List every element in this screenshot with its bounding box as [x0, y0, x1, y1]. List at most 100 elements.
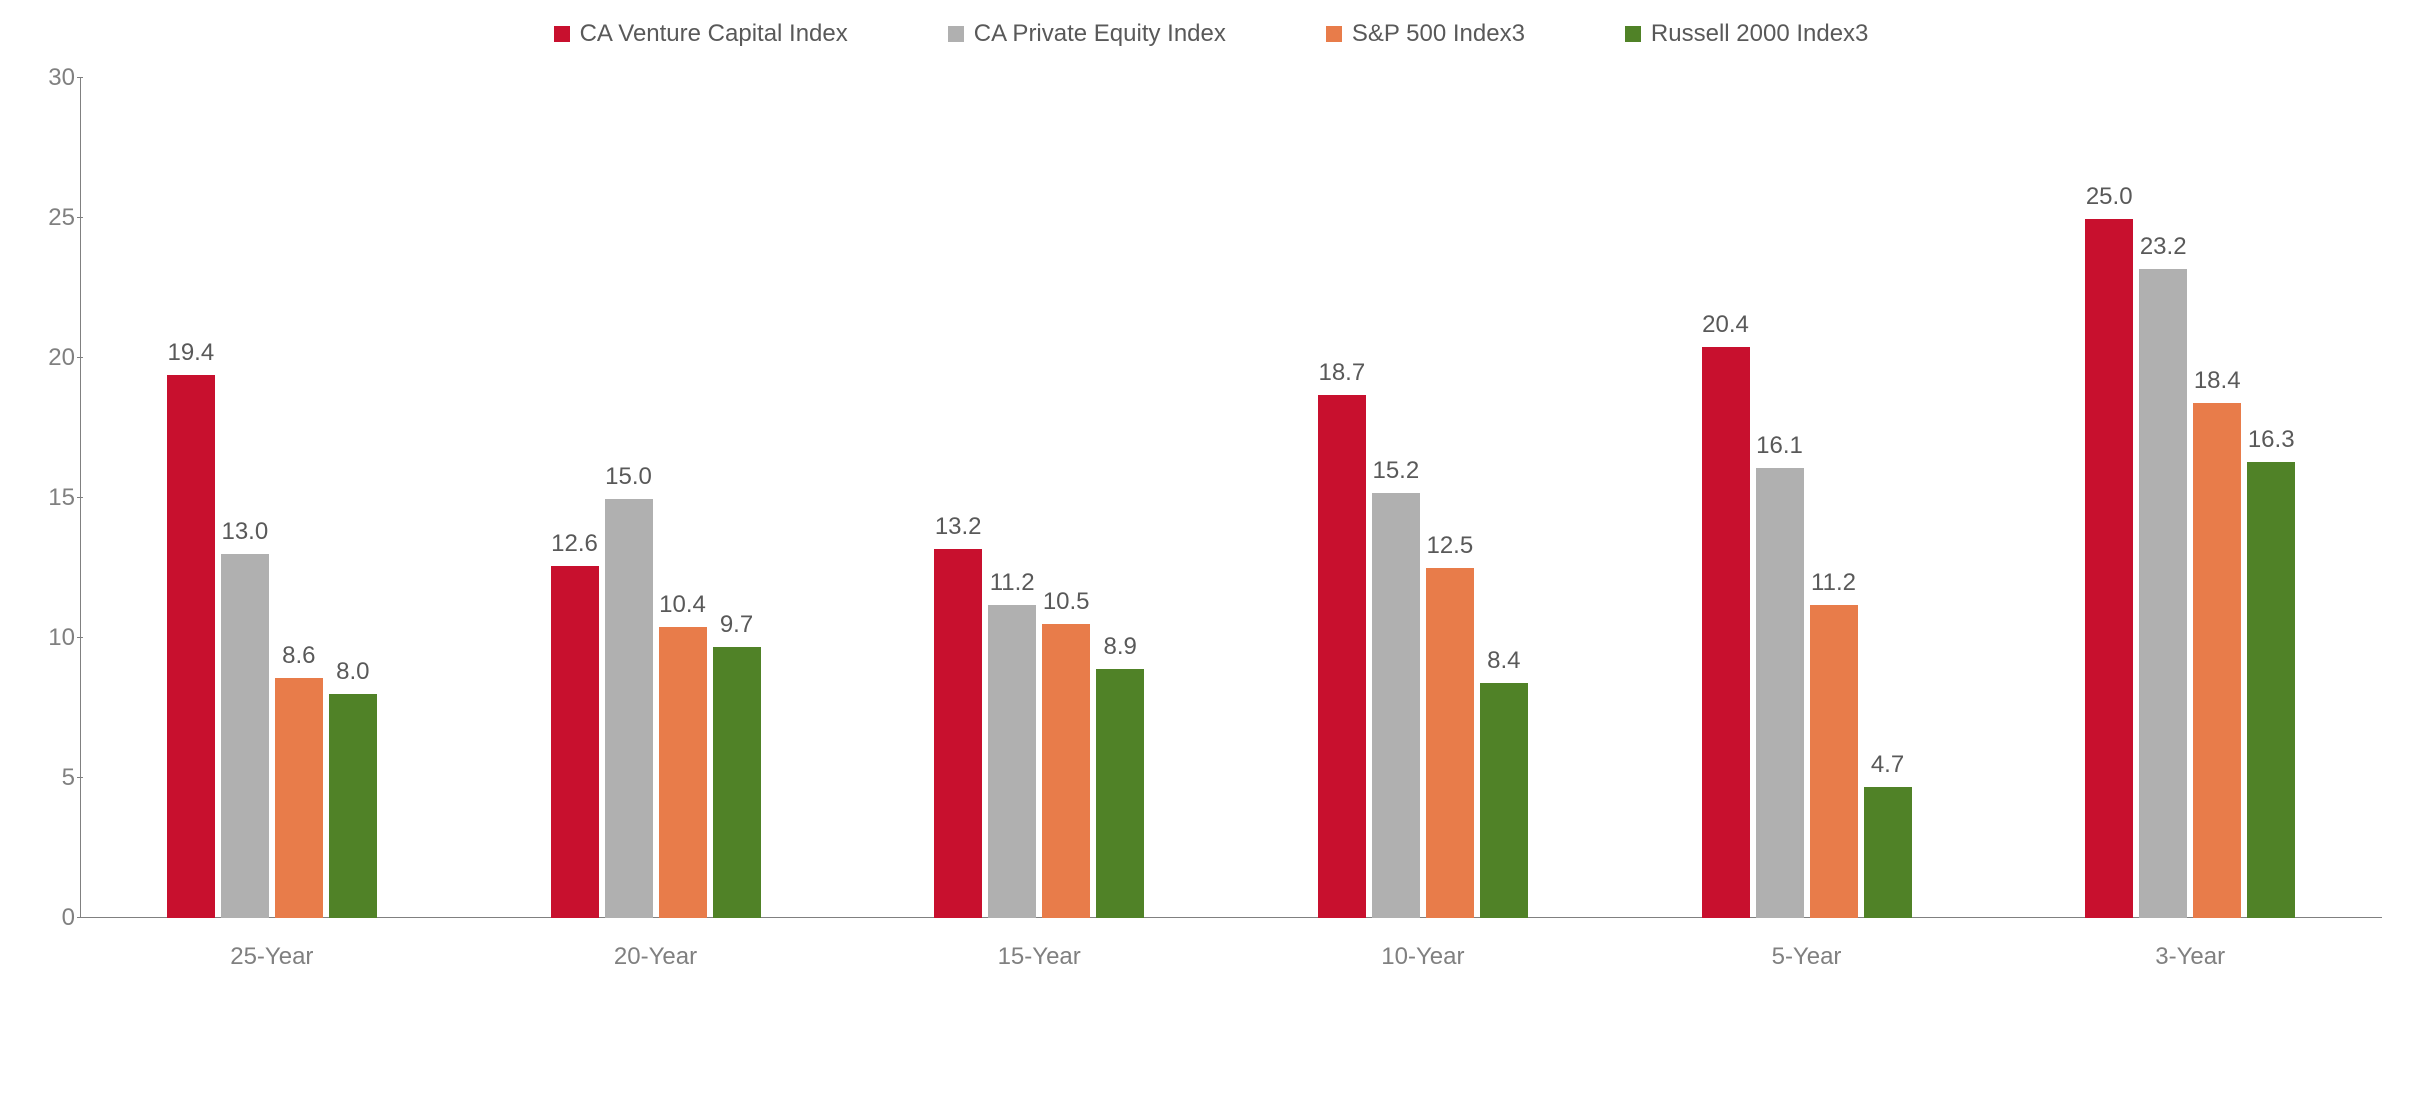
bar — [2247, 462, 2295, 918]
y-tick-label: 5 — [30, 764, 75, 792]
bar-value-label: 8.4 — [1487, 647, 1520, 675]
bar-value-label: 10.4 — [659, 591, 706, 619]
legend-label: Russell 2000 Index3 — [1651, 20, 1868, 48]
bar-value-label: 23.2 — [2140, 233, 2187, 261]
bar-value-label: 25.0 — [2086, 183, 2133, 211]
bar — [2193, 403, 2241, 918]
bar-value-label: 18.7 — [1318, 359, 1365, 387]
bar-wrap: 8.0 — [329, 694, 377, 918]
bar — [988, 605, 1036, 918]
x-axis-label: 10-Year — [1231, 928, 1615, 978]
bar — [1810, 605, 1858, 918]
bar — [1480, 683, 1528, 918]
bar-wrap: 11.2 — [1810, 605, 1858, 918]
bar — [1318, 395, 1366, 918]
legend-item: Russell 2000 Index3 — [1625, 20, 1868, 48]
bar — [1864, 787, 1912, 918]
bar-value-label: 8.0 — [336, 658, 369, 686]
chart-legend: CA Venture Capital Index CA Private Equit… — [20, 20, 2402, 48]
bar-wrap: 15.0 — [605, 499, 653, 919]
bar — [1702, 347, 1750, 918]
bar-wrap: 12.5 — [1426, 568, 1474, 918]
bar — [1372, 493, 1420, 918]
bar — [329, 694, 377, 918]
bar-wrap: 15.2 — [1372, 493, 1420, 918]
legend-swatch — [948, 26, 964, 42]
bar-wrap: 8.4 — [1480, 683, 1528, 918]
bar-value-label: 13.2 — [935, 513, 982, 541]
bar-value-label: 20.4 — [1702, 311, 1749, 339]
legend-item: S&P 500 Index3 — [1326, 20, 1525, 48]
bar-value-label: 15.2 — [1372, 457, 1419, 485]
bar-wrap: 18.4 — [2193, 403, 2241, 918]
y-tick-label: 0 — [30, 904, 75, 932]
bar-value-label: 12.5 — [1426, 532, 1473, 560]
bar — [167, 375, 215, 918]
bar-group: 25.023.218.416.3 — [1998, 219, 2382, 918]
bar-wrap: 11.2 — [988, 605, 1036, 918]
x-axis-label: 3-Year — [1998, 928, 2382, 978]
bar-value-label: 8.6 — [282, 642, 315, 670]
bar-value-label: 4.7 — [1871, 751, 1904, 779]
legend-label: CA Venture Capital Index — [580, 20, 848, 48]
bar — [221, 554, 269, 918]
bar-value-label: 18.4 — [2194, 367, 2241, 395]
bar — [2085, 219, 2133, 918]
bar-value-label: 12.6 — [551, 530, 598, 558]
legend-label: CA Private Equity Index — [974, 20, 1226, 48]
bar — [1042, 624, 1090, 918]
bar-value-label: 9.7 — [720, 611, 753, 639]
bar — [605, 499, 653, 919]
bar-group: 13.211.210.58.9 — [847, 549, 1231, 918]
bar-wrap: 8.9 — [1096, 669, 1144, 918]
bar-wrap: 16.1 — [1756, 468, 1804, 918]
bar-wrap: 13.0 — [221, 554, 269, 918]
bar-group: 19.413.08.68.0 — [80, 375, 464, 918]
bar — [1426, 568, 1474, 918]
bar-wrap: 18.7 — [1318, 395, 1366, 918]
bar-wrap: 8.6 — [275, 678, 323, 919]
bar-wrap: 20.4 — [1702, 347, 1750, 918]
bar — [713, 647, 761, 918]
y-tick-label: 30 — [30, 64, 75, 92]
plot-area: 051015202530 19.413.08.68.012.615.010.49… — [80, 78, 2382, 978]
bar-wrap: 25.0 — [2085, 219, 2133, 918]
bar — [1756, 468, 1804, 918]
legend-label: S&P 500 Index3 — [1352, 20, 1525, 48]
y-tick-label: 15 — [30, 484, 75, 512]
bar-wrap: 16.3 — [2247, 462, 2295, 918]
x-axis-label: 15-Year — [847, 928, 1231, 978]
bar-value-label: 10.5 — [1043, 588, 1090, 616]
bar — [2139, 269, 2187, 918]
bar-wrap: 4.7 — [1864, 787, 1912, 918]
y-tick-label: 25 — [30, 204, 75, 232]
bar — [275, 678, 323, 919]
x-axis-label: 25-Year — [80, 928, 464, 978]
y-tick-label: 10 — [30, 624, 75, 652]
bar-value-label: 11.2 — [990, 569, 1035, 597]
bar-wrap: 23.2 — [2139, 269, 2187, 918]
y-axis: 051015202530 — [30, 78, 75, 918]
bar-wrap: 9.7 — [713, 647, 761, 918]
legend-swatch — [554, 26, 570, 42]
bar-group: 18.715.212.58.4 — [1231, 395, 1615, 918]
bar-group: 20.416.111.24.7 — [1615, 347, 1999, 918]
x-axis-label: 5-Year — [1615, 928, 1999, 978]
bar-wrap: 10.5 — [1042, 624, 1090, 918]
bar-value-label: 11.2 — [1811, 569, 1856, 597]
bar — [659, 627, 707, 918]
bar-value-label: 8.9 — [1103, 633, 1136, 661]
bar-value-label: 15.0 — [605, 463, 652, 491]
bar — [1096, 669, 1144, 918]
y-tick-label: 20 — [30, 344, 75, 372]
bar-value-label: 13.0 — [221, 518, 268, 546]
bar-groups: 19.413.08.68.012.615.010.49.713.211.210.… — [80, 78, 2382, 918]
bar-value-label: 16.1 — [1756, 432, 1803, 460]
x-axis-label: 20-Year — [464, 928, 848, 978]
legend-item: CA Private Equity Index — [948, 20, 1226, 48]
legend-item: CA Venture Capital Index — [554, 20, 848, 48]
bar-value-label: 19.4 — [167, 339, 214, 367]
legend-swatch — [1326, 26, 1342, 42]
bar — [551, 566, 599, 918]
bar-value-label: 16.3 — [2248, 426, 2295, 454]
